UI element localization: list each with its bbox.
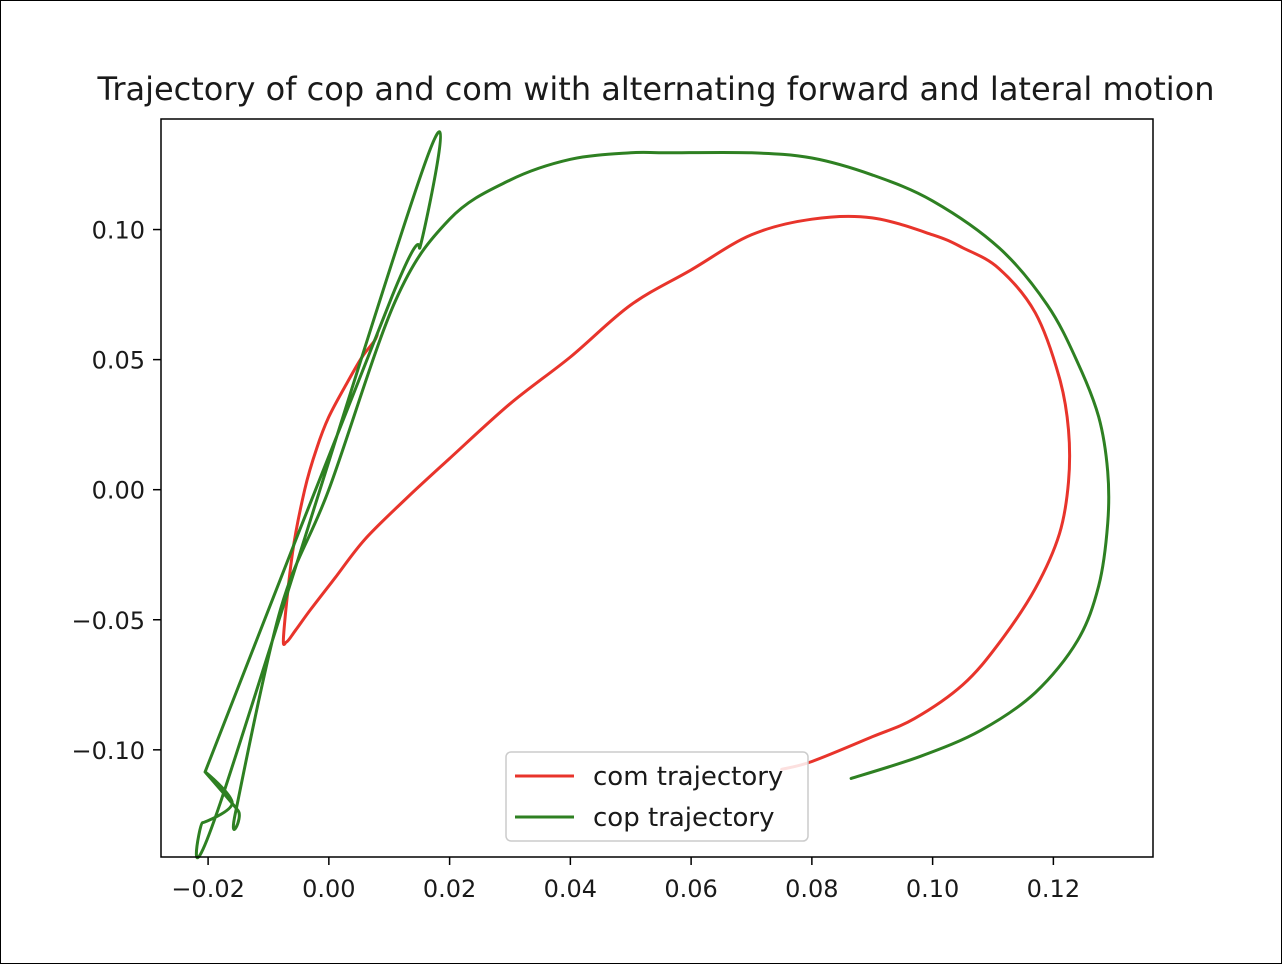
y-axis: 0.10 0.05 0.00 −0.05 −0.10 — [71, 217, 161, 765]
legend-label-com: com trajectory — [593, 762, 783, 792]
y-tick-label: 0.05 — [92, 347, 145, 375]
com-trajectory-line — [281, 214, 1072, 771]
x-tick-label: 0.06 — [664, 875, 717, 903]
y-tick-label: −0.10 — [71, 737, 145, 765]
x-axis: −0.02 0.00 0.02 0.04 0.06 0.08 0.10 0.12 — [171, 857, 1080, 903]
x-tick-label: 0.12 — [1027, 875, 1080, 903]
y-tick-label: 0.00 — [92, 477, 145, 505]
x-tick-label: 0.00 — [302, 875, 355, 903]
x-tick-label: 0.02 — [423, 875, 476, 903]
legend-label-cop: cop trajectory — [593, 803, 774, 833]
plot-lines — [194, 130, 1111, 860]
plot-area-border — [160, 118, 1154, 858]
x-tick-label: −0.02 — [171, 875, 245, 903]
chart-title: Trajectory of cop and com with alternati… — [96, 70, 1214, 108]
legend-box — [505, 751, 809, 842]
x-tick-label: 0.10 — [906, 875, 959, 903]
x-tick-label: 0.04 — [544, 875, 597, 903]
legend: com trajectory cop trajectory — [505, 751, 809, 842]
y-tick-label: −0.05 — [71, 607, 145, 635]
x-tick-label: 0.08 — [785, 875, 838, 903]
y-tick-label: 0.10 — [92, 217, 145, 245]
cop-trajectory-line — [194, 130, 1111, 860]
